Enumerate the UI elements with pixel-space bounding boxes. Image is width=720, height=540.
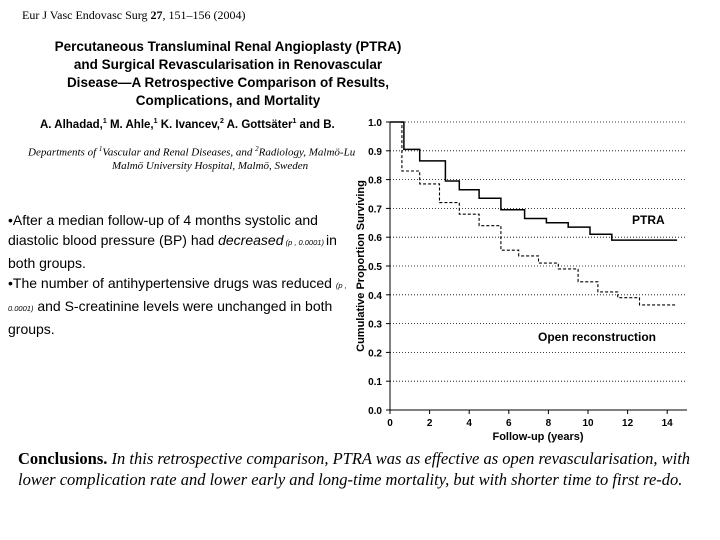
- author-list: A. Alhadad,1 M. Ahle,1 K. Ivancev,2 A. G…: [40, 118, 335, 131]
- y-tick-label: 0.4: [368, 291, 382, 302]
- author: A. Alhadad,: [40, 118, 103, 131]
- journal-name: Eur J Vasc Endovasc Surg: [22, 8, 148, 22]
- author: A. Gottsäter: [223, 118, 293, 131]
- x-axis-label: Follow-up (years): [492, 431, 583, 443]
- finding-text: and S-creatinine levels were unchanged i…: [8, 298, 333, 337]
- title-line: Disease—A Retrospective Comparison of Re…: [66, 75, 390, 90]
- x-tick-label: 4: [466, 418, 472, 429]
- x-tick-label: 2: [427, 418, 433, 429]
- finding-text: •The number of antihypertensive drugs wa…: [8, 275, 336, 291]
- author-affiliation-mark: 1: [292, 118, 297, 125]
- affiliation-line: Departments of 1Vascular and Renal Disea…: [28, 143, 368, 160]
- journal-pages-year: , 151–156 (2004): [162, 8, 246, 22]
- annotation-ptra: PTRA: [632, 213, 665, 227]
- y-tick-label: 0.3: [368, 320, 382, 331]
- title-line: Complications, and Mortality: [135, 93, 321, 108]
- affiliation-text: Departments of: [28, 146, 99, 159]
- author-affiliation-mark: 1: [102, 118, 107, 125]
- y-tick-label: 0.9: [368, 147, 382, 158]
- affiliation-mark: 1: [98, 145, 103, 153]
- title-line: Percutaneous Transluminal Renal Angiopla…: [54, 39, 402, 54]
- x-ticks: 0 2 4 6 8 10 12 14: [387, 410, 673, 429]
- y-tick-label: 0.7: [368, 204, 382, 215]
- series: [390, 121, 678, 306]
- x-tick-label: 8: [546, 418, 552, 429]
- x-tick-label: 10: [582, 418, 594, 429]
- x-tick-label: 12: [622, 418, 634, 429]
- author-affiliation-mark: 1: [153, 118, 158, 125]
- y-tick-label: 0.8: [368, 176, 382, 187]
- affiliation-mark: 2: [255, 145, 259, 153]
- x-tick-label: 6: [506, 418, 512, 429]
- conclusions-label: Conclusions.: [18, 449, 108, 468]
- finding-bullet: •After a median follow-up of 4 months sy…: [8, 210, 350, 273]
- p-value: (p , 0.0001): [283, 238, 327, 247]
- y-tick-label: 0.2: [368, 348, 382, 359]
- y-axis-label: Cumulative Proportion Surviving: [355, 180, 367, 352]
- x-tick-label: 0: [387, 418, 393, 429]
- series-ptra-line: [390, 121, 678, 241]
- affiliation-text: Radiology, Malmö-Lu: [258, 146, 356, 159]
- y-tick-label: 0.6: [368, 233, 382, 244]
- affiliation-line: Malmö University Hospital, Malmö, Sweden: [112, 159, 309, 172]
- author: M. Ahle,: [106, 118, 154, 131]
- survival-chart: 0.0 0.1 0.2 0.3 0.4 0.5 0.6 0.7 0.8 0.9 1.0 0 2 4 6 8 1…: [355, 118, 687, 443]
- y-tick-label: 0.5: [368, 262, 382, 273]
- finding-text: •After a median follow-up of 4 months sy…: [8, 212, 318, 248]
- y-ticks: 0.0 0.1 0.2 0.3 0.4 0.5 0.6 0.7 0.8 0.9 1.0: [368, 118, 390, 417]
- author: and B.: [296, 118, 335, 131]
- y-tick-label: 0.0: [368, 406, 382, 417]
- affiliations: Departments of 1Vascular and Renal Disea…: [28, 143, 368, 173]
- journal-reference: Eur J Vasc Endovasc Surg 27, 151–156 (20…: [22, 8, 246, 23]
- y-tick-label: 0.1: [368, 377, 382, 388]
- affiliation-text: Vascular and Renal Diseases, and: [102, 146, 256, 159]
- author-affiliation-mark: 2: [219, 118, 224, 125]
- annotation-open-reconstruction: Open reconstruction: [538, 330, 656, 344]
- conclusions-text: In this retrospective comparison, PTRA w…: [18, 449, 691, 489]
- paper-title: Percutaneous Transluminal Renal Angiopla…: [28, 38, 428, 110]
- journal-volume: 27: [150, 8, 163, 22]
- series-open-reconstruction-line: [390, 121, 678, 306]
- finding-text: in both groups.: [8, 232, 337, 271]
- author: K. Ivancev,: [157, 118, 220, 131]
- y-tick-label: 1.0: [368, 118, 382, 129]
- p-value: (p , 0.0001): [8, 281, 347, 313]
- finding-emphasis: decreased: [218, 232, 284, 248]
- title-line: and Surgical Revascularisation in Renova…: [73, 57, 383, 72]
- findings-text: •After a median follow-up of 4 months sy…: [8, 210, 350, 339]
- x-tick-label: 14: [662, 418, 674, 429]
- finding-bullet: •The number of antihypertensive drugs wa…: [8, 273, 350, 339]
- conclusions-paragraph: Conclusions. In this retrospective compa…: [18, 448, 708, 490]
